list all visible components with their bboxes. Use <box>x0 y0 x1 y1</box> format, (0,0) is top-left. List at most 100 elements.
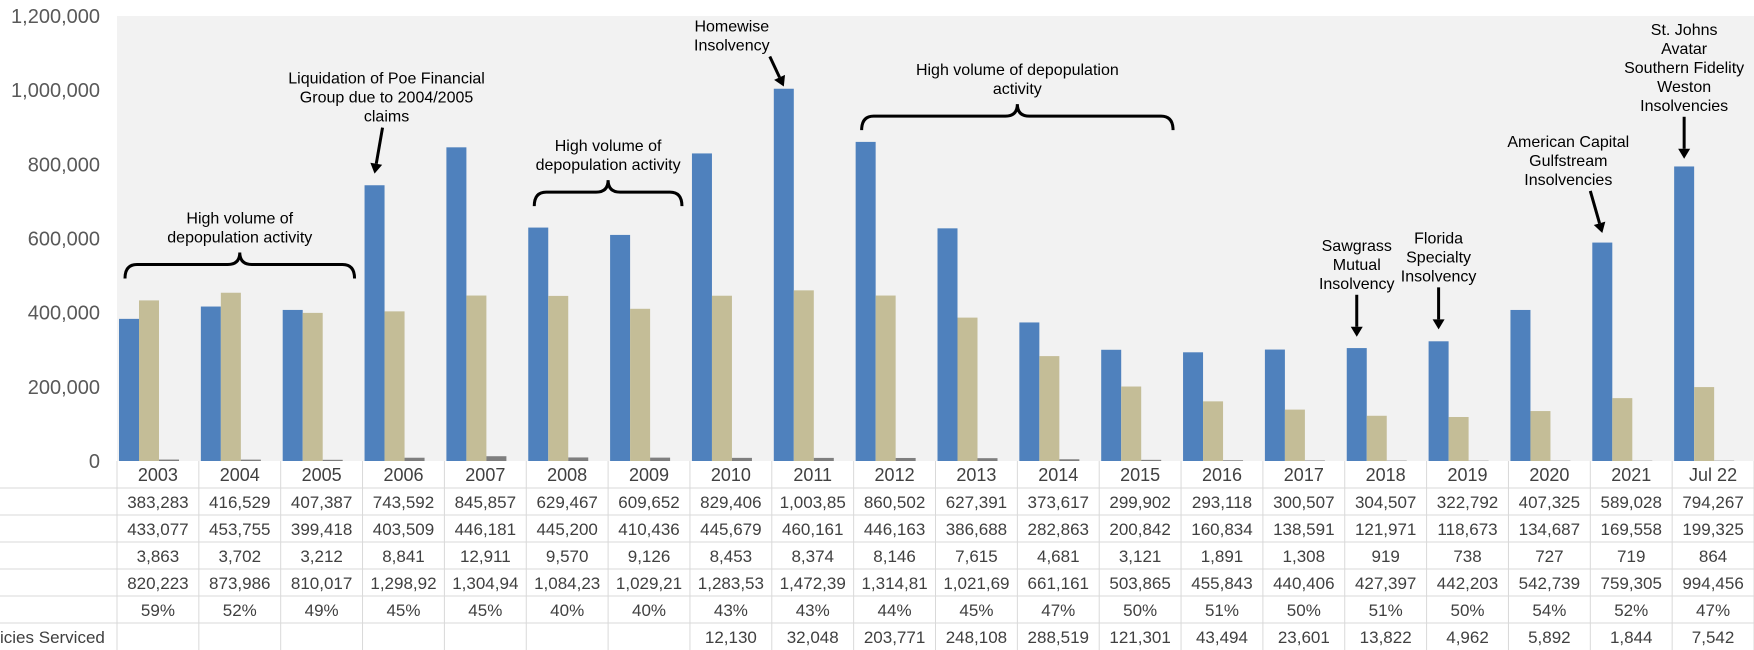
bar <box>240 459 261 461</box>
table-cell: 23,601 <box>1278 628 1330 647</box>
table-cell: 7,542 <box>1692 628 1735 647</box>
table-cell: 282,863 <box>1028 520 1089 539</box>
y-tick-label: 600,000 <box>28 229 100 251</box>
table-cell: 4,962 <box>1446 628 1489 647</box>
x-tick-label: 2009 <box>629 465 669 485</box>
bar <box>1284 409 1305 461</box>
bar <box>793 290 814 461</box>
table-cell: 446,163 <box>864 520 925 539</box>
y-tick-label: 1,200,000 <box>11 6 100 28</box>
table-cell: 322,792 <box>1437 493 1498 512</box>
table-cell: 373,617 <box>1028 493 1089 512</box>
table-cell: 1,304,94 <box>452 574 518 593</box>
bar <box>1264 349 1285 461</box>
bar <box>446 147 467 461</box>
bar <box>302 312 323 461</box>
table-cell: 8,841 <box>382 547 425 566</box>
table-cell: 427,397 <box>1355 574 1416 593</box>
annotation-text: Insolvency <box>1401 268 1477 285</box>
table-cell: 919 <box>1371 547 1399 566</box>
annotation-text: High volume of <box>186 210 293 227</box>
bar <box>466 295 487 461</box>
annotation-text: Homewise <box>694 18 769 35</box>
bar <box>159 459 179 461</box>
annotation-text: Mutual <box>1333 257 1381 274</box>
table-cell: 134,687 <box>1519 520 1580 539</box>
table-cell: 52% <box>1614 601 1648 620</box>
table-cell: 743,592 <box>373 493 434 512</box>
annotation-text: Specialty <box>1406 249 1471 266</box>
table-cell: 446,181 <box>455 520 516 539</box>
annotation-text: Gulfstream <box>1529 153 1607 170</box>
table-cell: 8,146 <box>873 547 916 566</box>
table-cell: 47% <box>1041 601 1075 620</box>
table-cell: 873,986 <box>209 574 270 593</box>
x-tick-label: 2020 <box>1529 465 1569 485</box>
table-cell: 1,021,69 <box>943 574 1009 593</box>
bar <box>528 227 549 461</box>
arrow-head <box>1678 148 1691 159</box>
arrow-head <box>1350 326 1363 337</box>
bar <box>957 317 978 461</box>
bar <box>1448 416 1469 461</box>
x-tick-label: 2017 <box>1284 465 1324 485</box>
bar <box>1346 348 1367 461</box>
table-cell: 994,456 <box>1682 574 1743 593</box>
bar <box>1203 401 1224 461</box>
table-cell: 719 <box>1617 547 1645 566</box>
table-cell: 627,391 <box>946 493 1007 512</box>
bar <box>650 457 671 461</box>
table-cell: 445,679 <box>700 520 761 539</box>
table-cell: 47% <box>1696 601 1730 620</box>
bar <box>1428 341 1449 461</box>
table-cell: 1,844 <box>1610 628 1653 647</box>
annotation-text: Insolvency <box>694 37 770 54</box>
y-tick-label: 800,000 <box>28 154 100 176</box>
x-tick-label: Jul 22 <box>1689 465 1737 485</box>
bar <box>200 306 221 461</box>
table-cell: 293,118 <box>1192 493 1252 512</box>
bar <box>282 309 303 461</box>
bar <box>1674 166 1695 461</box>
table-cell: 50% <box>1451 601 1485 620</box>
table-cell: 40% <box>550 601 584 620</box>
bar <box>384 311 405 461</box>
x-tick-label: 2007 <box>465 465 505 485</box>
table-cell: 51% <box>1369 601 1403 620</box>
bar <box>364 185 385 462</box>
bar <box>1530 411 1551 461</box>
x-tick-label: 2005 <box>302 465 342 485</box>
table-cell: 203,771 <box>864 628 925 647</box>
table-cell: 44% <box>878 601 912 620</box>
table-cell: 738 <box>1453 547 1481 566</box>
bar <box>139 300 159 461</box>
x-tick-label: 2003 <box>138 465 178 485</box>
bar <box>937 228 958 461</box>
table-cell: 8,453 <box>710 547 753 566</box>
bar <box>486 456 507 461</box>
table-cell: 45% <box>468 601 502 620</box>
bar <box>1141 459 1162 461</box>
bar <box>404 457 425 461</box>
table-cell: 442,203 <box>1437 574 1498 593</box>
table-cell: 1,308 <box>1283 547 1326 566</box>
arrow-head <box>1593 221 1606 233</box>
x-tick-label: 2018 <box>1366 465 1406 485</box>
table-cell: 50% <box>1287 601 1321 620</box>
table-cell: 416,529 <box>209 493 270 512</box>
table-cell: 1,029,21 <box>616 574 682 593</box>
bar <box>1183 352 1204 461</box>
table-cell: 43% <box>714 601 748 620</box>
table-cell: 300,507 <box>1273 493 1334 512</box>
annotation-text: Liquidation of Poe Financial <box>288 71 485 88</box>
table-cell: 45% <box>386 601 420 620</box>
table-cell: 138,591 <box>1273 520 1334 539</box>
table-cell: 43% <box>796 601 830 620</box>
bar <box>711 295 732 461</box>
table-cell: 759,305 <box>1600 574 1661 593</box>
bar <box>1101 349 1122 461</box>
table-cell: 820,223 <box>127 574 188 593</box>
bar <box>977 458 998 461</box>
